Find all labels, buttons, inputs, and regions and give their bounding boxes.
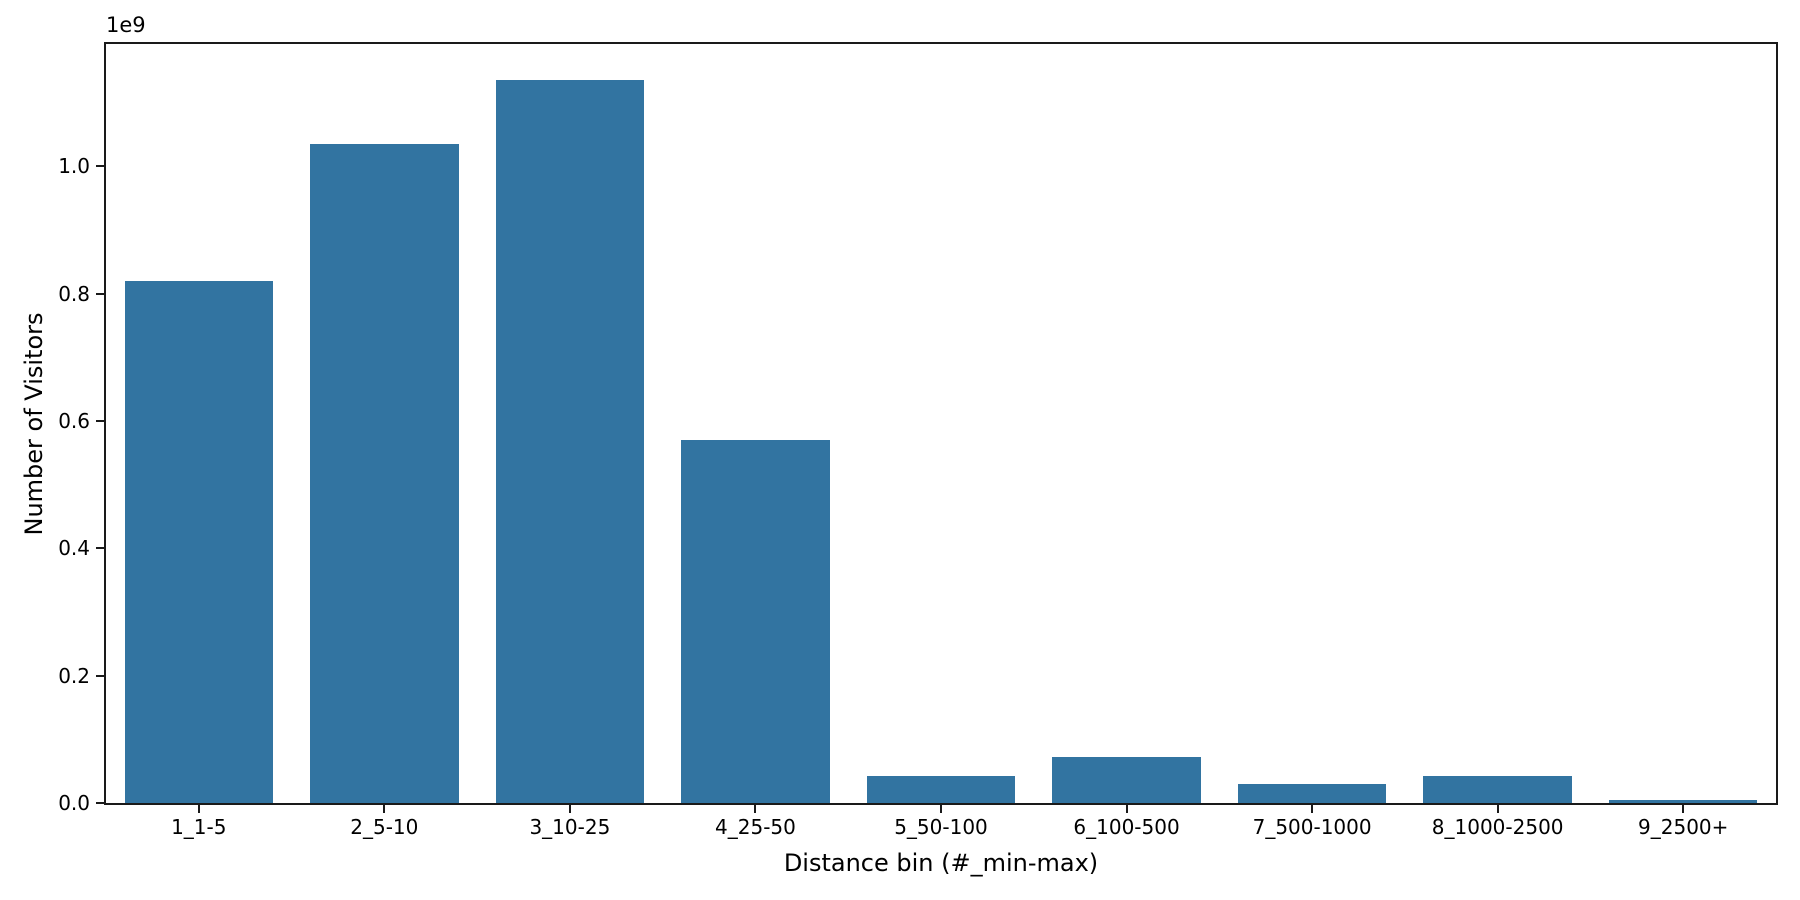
y-tick-mark: [96, 292, 104, 295]
x-tick-mark: [754, 805, 757, 813]
x-tick-label: 8_1000-2500: [1431, 815, 1564, 839]
y-axis-offset-text: 1e9: [106, 13, 146, 37]
bar-7_500-1000: [1237, 783, 1387, 803]
x-tick-mark: [568, 805, 571, 813]
bar-6_100-500: [1052, 757, 1201, 803]
x-tick-mark: [197, 805, 200, 813]
bar-8_1000-2500: [1423, 776, 1572, 803]
bar-4_25-50: [681, 440, 830, 803]
x-tick-label: 9_2500+: [1638, 815, 1729, 839]
x-tick-mark: [940, 805, 942, 813]
bar-3_10-25: [495, 80, 645, 803]
x-tick-mark: [1125, 805, 1128, 813]
y-tick-mark: [96, 674, 104, 677]
x-tick-label: 6_100-500: [1073, 815, 1180, 839]
y-tick-label: 0.6: [58, 408, 90, 433]
bar-9_2500+: [1609, 800, 1758, 803]
y-tick-mark: [96, 547, 104, 550]
x-tick-mark: [1496, 805, 1499, 813]
y-tick-label: 0.4: [58, 536, 90, 561]
y-tick-mark: [96, 165, 104, 168]
x-tick-label: 4_25-50: [715, 815, 796, 839]
y-tick-mark: [96, 802, 104, 804]
x-axis-label: Distance bin (#_min-max): [783, 849, 1099, 877]
plot-area: [104, 42, 1778, 805]
x-tick-label: 1_1-5: [171, 815, 227, 839]
x-tick-label: 7_500-1000: [1252, 815, 1372, 839]
y-tick-label: 1.0: [58, 154, 90, 179]
x-tick-label: 2_5-10: [350, 815, 419, 839]
x-tick-label: 3_10-25: [529, 815, 611, 839]
bar-1_1-5: [124, 280, 273, 803]
y-tick-label: 0.0: [58, 791, 90, 815]
x-tick-mark: [1311, 805, 1314, 813]
bar-2_5-10: [310, 143, 459, 803]
x-tick-mark: [383, 805, 386, 813]
x-tick-label: 5_50-100: [894, 815, 988, 839]
y-tick-label: 0.2: [58, 663, 90, 688]
bar-5_50-100: [866, 776, 1016, 803]
x-tick-mark: [1682, 805, 1685, 813]
y-tick-label: 0.8: [58, 281, 90, 306]
y-tick-mark: [96, 419, 104, 422]
